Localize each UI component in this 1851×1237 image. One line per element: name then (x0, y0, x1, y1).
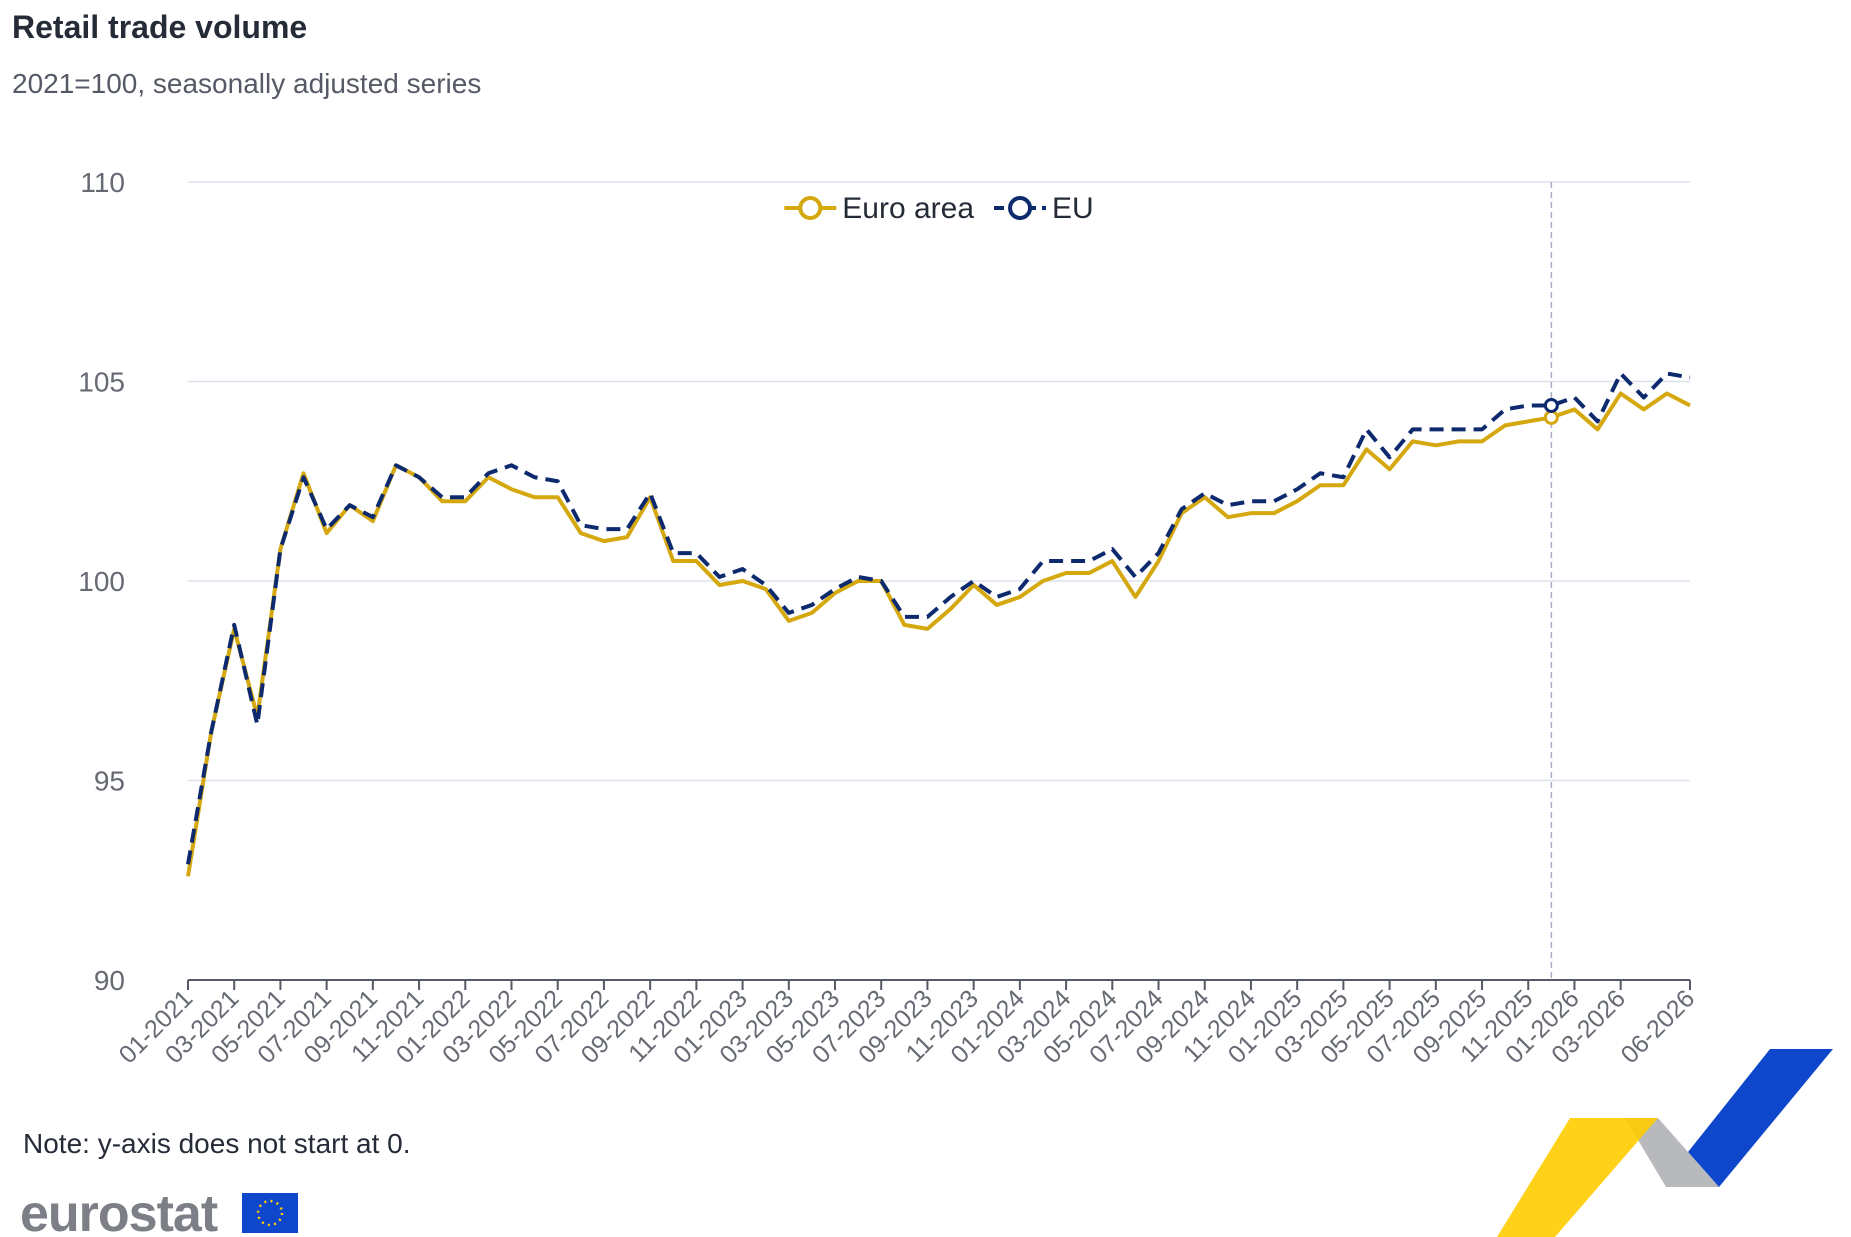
chart-title: Retail trade volume (12, 9, 307, 45)
x-tick-label: 06-2026 (1616, 984, 1701, 1069)
note: Note: y-axis does not start at 0. (23, 1128, 411, 1159)
y-tick-label: 105 (78, 367, 125, 398)
legend: Euro area EU (784, 192, 1094, 225)
eu-flag (242, 1193, 298, 1233)
y-tick-label: 95 (94, 766, 125, 797)
legend-marker (798, 196, 823, 220)
y-tick-label: 110 (80, 167, 125, 198)
y-tick-label: 90 (94, 965, 125, 996)
deco-yellow (1497, 1118, 1658, 1237)
y-tick-label: 100 (78, 566, 125, 597)
hover-marker (1543, 409, 1559, 425)
hover-marker (1543, 397, 1559, 413)
legend-marker (1008, 196, 1033, 220)
series-line (186, 371, 1691, 865)
logo-text: eurostat (20, 1185, 218, 1237)
deco-blue (1688, 1049, 1833, 1187)
deco-gray (1625, 1118, 1719, 1187)
flag-field (242, 1193, 298, 1233)
chart-subtitle: 2021=100, seasonally adjusted series (12, 68, 481, 99)
legend-label: EU (1052, 192, 1094, 225)
flag-stars (256, 1199, 284, 1227)
series-line (186, 391, 1691, 877)
decoration (1497, 1049, 1833, 1237)
legend-label: Euro area (842, 192, 974, 225)
